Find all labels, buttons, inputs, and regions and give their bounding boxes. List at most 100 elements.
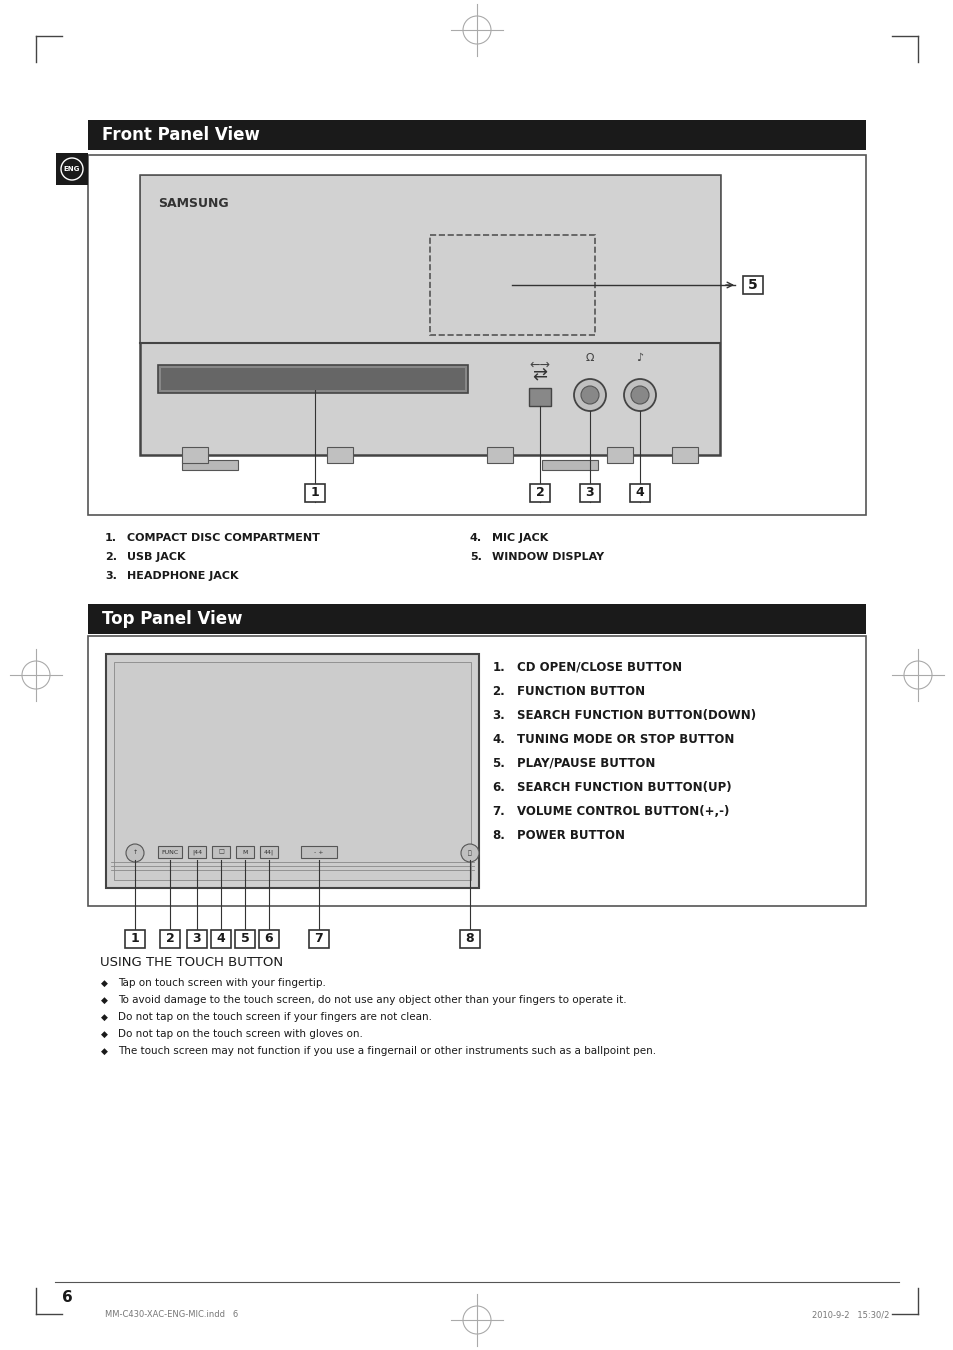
Text: 3.: 3.: [105, 571, 117, 580]
Text: 5: 5: [240, 933, 249, 945]
Text: 8.: 8.: [492, 829, 505, 842]
Bar: [258, 930, 278, 948]
Bar: [140, 176, 720, 343]
Text: 4.: 4.: [470, 533, 481, 543]
Circle shape: [574, 379, 605, 410]
Text: COMPACT DISC COMPARTMENT: COMPACT DISC COMPARTMENT: [127, 533, 319, 543]
Bar: [459, 930, 479, 948]
Text: ←→: ←→: [529, 359, 550, 371]
Bar: [211, 930, 231, 948]
Text: M: M: [242, 849, 248, 855]
Text: WINDOW DISPLAY: WINDOW DISPLAY: [492, 552, 603, 562]
Bar: [106, 653, 478, 888]
Text: FUNC: FUNC: [161, 849, 178, 855]
Text: Tap on touch screen with your fingertip.: Tap on touch screen with your fingertip.: [118, 977, 326, 988]
Bar: [301, 846, 336, 859]
Text: 3: 3: [585, 486, 594, 500]
Text: 5: 5: [747, 278, 757, 292]
Bar: [182, 460, 237, 470]
Text: 3: 3: [193, 933, 201, 945]
Text: ↑: ↑: [132, 850, 137, 856]
Bar: [671, 447, 698, 463]
Circle shape: [630, 386, 648, 404]
Circle shape: [580, 386, 598, 404]
Text: HEADPHONE JACK: HEADPHONE JACK: [127, 571, 238, 580]
Bar: [140, 176, 720, 455]
Circle shape: [126, 844, 144, 863]
Text: 4: 4: [216, 933, 225, 945]
Text: MIC JACK: MIC JACK: [492, 533, 548, 543]
Text: ◆: ◆: [100, 1048, 108, 1056]
Text: 4: 4: [635, 486, 643, 500]
Bar: [188, 846, 206, 859]
Text: |44: |44: [192, 849, 202, 855]
Text: 6: 6: [264, 933, 273, 945]
Text: 1: 1: [311, 486, 319, 500]
Bar: [113, 662, 471, 880]
Text: VOLUME CONTROL BUTTON(+,-): VOLUME CONTROL BUTTON(+,-): [516, 805, 728, 818]
Bar: [234, 930, 254, 948]
Bar: [430, 235, 595, 335]
Text: 7: 7: [314, 933, 323, 945]
Bar: [158, 846, 182, 859]
Text: MM-C430-XAC-ENG-MIC.indd   6: MM-C430-XAC-ENG-MIC.indd 6: [105, 1310, 238, 1319]
Text: 5.: 5.: [470, 552, 481, 562]
Bar: [182, 447, 208, 463]
Text: 1.: 1.: [105, 533, 117, 543]
Text: 6.: 6.: [492, 782, 505, 794]
Text: ◆: ◆: [100, 1012, 108, 1022]
Bar: [742, 275, 762, 294]
Text: Front Panel View: Front Panel View: [102, 126, 259, 144]
Text: - +: - +: [314, 849, 323, 855]
Bar: [579, 485, 599, 502]
Text: TUNING MODE OR STOP BUTTON: TUNING MODE OR STOP BUTTON: [516, 733, 733, 747]
Bar: [88, 120, 865, 150]
Bar: [529, 387, 551, 406]
Text: 2: 2: [166, 933, 174, 945]
Text: The touch screen may not function if you use a fingernail or other instruments s: The touch screen may not function if you…: [118, 1046, 656, 1056]
Bar: [541, 460, 598, 470]
Text: ◆: ◆: [100, 979, 108, 988]
Text: SEARCH FUNCTION BUTTON(UP): SEARCH FUNCTION BUTTON(UP): [516, 782, 730, 794]
Bar: [486, 447, 513, 463]
Text: Do not tap on the touch screen with gloves on.: Do not tap on the touch screen with glov…: [118, 1029, 362, 1040]
Bar: [260, 846, 277, 859]
Text: ◆: ◆: [100, 1030, 108, 1040]
Text: □: □: [218, 849, 224, 855]
Text: POWER BUTTON: POWER BUTTON: [516, 829, 624, 842]
Text: CD OPEN/CLOSE BUTTON: CD OPEN/CLOSE BUTTON: [516, 662, 681, 674]
Text: USING THE TOUCH BUTTON: USING THE TOUCH BUTTON: [100, 956, 283, 969]
Text: Ω: Ω: [585, 352, 594, 363]
Bar: [187, 930, 207, 948]
Text: Top Panel View: Top Panel View: [102, 610, 242, 628]
Text: ◆: ◆: [100, 996, 108, 1004]
Bar: [160, 930, 180, 948]
Bar: [305, 485, 325, 502]
Text: 7.: 7.: [492, 805, 505, 818]
Text: PLAY/PAUSE BUTTON: PLAY/PAUSE BUTTON: [516, 757, 655, 769]
Text: ENG: ENG: [64, 166, 80, 171]
Text: To avoid damage to the touch screen, do not use any object other than your finge: To avoid damage to the touch screen, do …: [118, 995, 626, 1004]
Bar: [235, 846, 253, 859]
Text: 5.: 5.: [492, 757, 505, 769]
Bar: [327, 447, 353, 463]
Bar: [309, 930, 329, 948]
Text: 8: 8: [465, 933, 474, 945]
Bar: [530, 485, 550, 502]
Text: SEARCH FUNCTION BUTTON(DOWN): SEARCH FUNCTION BUTTON(DOWN): [516, 709, 755, 722]
Bar: [212, 846, 230, 859]
Text: USB JACK: USB JACK: [127, 552, 185, 562]
Text: 1: 1: [131, 933, 139, 945]
Bar: [125, 930, 145, 948]
Text: 6: 6: [62, 1291, 72, 1305]
Circle shape: [460, 844, 478, 863]
Text: ♪: ♪: [636, 352, 643, 363]
Text: 4.: 4.: [492, 733, 505, 747]
Bar: [606, 447, 633, 463]
Bar: [88, 603, 865, 634]
Circle shape: [623, 379, 656, 410]
Bar: [88, 636, 865, 906]
Text: 44|: 44|: [264, 849, 274, 855]
Text: ⏻: ⏻: [468, 850, 472, 856]
Text: 2: 2: [535, 486, 544, 500]
